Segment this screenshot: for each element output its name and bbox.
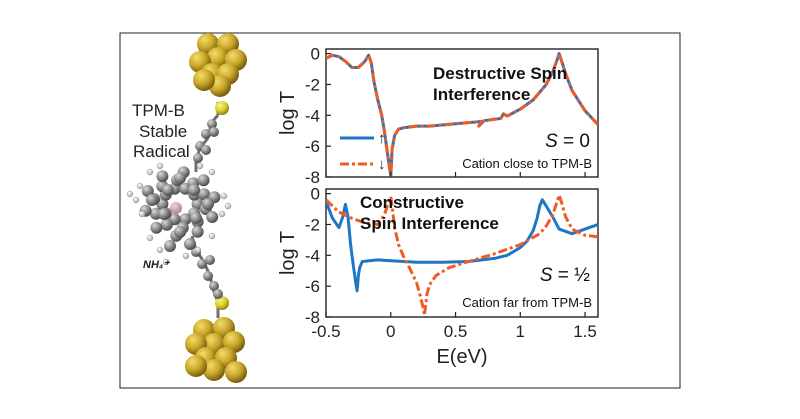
bottom-panel: 0 -2 -4 -6 -8-0.5 0 0.5 1 1.5 log T Constructive Sp… — [277, 185, 599, 341]
bottom-cation-note: Cation far from TPM-B — [462, 295, 592, 310]
hydrogen-atom-9 — [156, 162, 164, 170]
hydrogen-atom-2 — [138, 210, 146, 218]
top-y-axis-label: log T — [277, 91, 299, 135]
top-y-tick-label-2: -4 — [305, 106, 320, 125]
core-carbon-30 — [162, 184, 174, 196]
hydrogen-atom-14 — [224, 202, 232, 210]
core-carbon-38 — [164, 240, 176, 252]
core-carbon-39 — [184, 238, 196, 250]
top-chart-title-line-1: Destructive Spin — [433, 64, 567, 83]
top-legend-label-spin-up: ↑ — [378, 130, 386, 147]
sulfur-atom-top — [215, 101, 229, 115]
bottom-series-spin-up-line — [326, 198, 598, 293]
core-carbon-32 — [158, 208, 170, 220]
top-plot-frame — [325, 48, 599, 178]
top-chart-title-line-2: Interference — [433, 85, 530, 104]
core-carbon-11 — [150, 221, 163, 234]
bottom-y-tick-label-4: -8 — [305, 308, 320, 327]
top-legend-label-spin-down: ↓ — [378, 156, 386, 173]
core-carbon-2 — [206, 211, 219, 223]
bottom-spin-state-label: S = ½ — [540, 265, 590, 286]
molecule-label-line-1: TPM-B — [132, 101, 185, 120]
core-carbon-28 — [198, 188, 211, 201]
core-carbon-10 — [160, 218, 173, 231]
sulfur-atom-bottom — [215, 296, 229, 310]
hydrogen-atom-1 — [136, 182, 144, 190]
hydrogen-atom-8 — [208, 232, 216, 240]
core-carbon-20 — [156, 170, 169, 183]
linker-carbon-9 — [203, 271, 213, 281]
bottom-chart-title-line-1: Constructive — [360, 193, 464, 212]
hydrogen-atom-12 — [194, 246, 202, 254]
hydrogen-atom-6 — [208, 168, 216, 176]
linker-carbon-11 — [213, 289, 223, 299]
bottom-y-tick-label-2: -4 — [305, 246, 320, 265]
linker-carbon-10 — [209, 281, 219, 291]
top-series-group — [326, 52, 598, 177]
top-y-tick-label-1: -2 — [305, 75, 320, 94]
linker-carbon-7 — [197, 259, 207, 269]
bottom-y-axis-label: log T — [277, 231, 299, 275]
bottom-chart-title-line-2: Spin Interference — [360, 214, 499, 233]
top-series-spin-down-line — [326, 52, 598, 177]
gold-atom-bottom-9 — [185, 355, 207, 377]
core-carbon-5 — [191, 225, 204, 238]
bottom-x-tick-label-0: -0.5 — [311, 322, 340, 341]
bottom-y-tick-label-3: -6 — [305, 277, 320, 296]
core-carbon-31 — [188, 184, 200, 196]
hydrogen-atom-16 — [162, 258, 170, 266]
hydrogen-atom-4 — [218, 210, 226, 218]
top-spin-state-label: S = 0 — [545, 131, 590, 152]
bottom-y-tick-label-1: -2 — [305, 215, 320, 234]
gold-atom-bottom-8 — [225, 361, 247, 383]
bottom-x-tick-label-4: 1.5 — [573, 322, 597, 341]
bottom-plot-frame — [325, 188, 599, 318]
linker-carbon-2 — [209, 127, 219, 137]
bottom-series-group — [326, 193, 598, 317]
linker-carbon-0 — [207, 119, 217, 129]
top-y-tick-label-3: -6 — [305, 137, 320, 156]
top-cation-note: Cation close to TPM-B — [462, 156, 592, 171]
bottom-y-tick-label-0: 0 — [311, 185, 320, 204]
hydrogen-atom-0 — [132, 196, 140, 204]
ion-label: NH₄⁺ — [143, 259, 170, 271]
hydrogen-atom-5 — [146, 168, 154, 176]
bottom-x-tick-label-3: 1 — [516, 322, 525, 341]
core-carbon-33 — [190, 212, 202, 224]
top-panel: 0 -2 -4 -6 -8 log T Destructive Spin Interferen… — [277, 45, 599, 187]
figure-border — [119, 32, 681, 389]
core-carbon-36 — [146, 194, 158, 206]
central-atom — [170, 202, 182, 214]
hydrogen-atom-7 — [146, 234, 154, 242]
molecule-label-line-3: Radical — [133, 142, 190, 161]
gold-atom-bottom-7 — [203, 359, 225, 381]
hydrogen-atom-10 — [196, 162, 204, 170]
bottom-x-tick-label-2: 0.5 — [444, 322, 468, 341]
molecule-illustration — [126, 33, 247, 383]
hydrogen-atom-13 — [126, 190, 134, 198]
top-y-tick-label-0: 0 — [311, 45, 320, 64]
x-axis-label: E(eV) — [436, 346, 487, 368]
core-carbon-17 — [141, 185, 154, 197]
bottom-x-tick-label-1: 0 — [386, 322, 395, 341]
core-carbon-34 — [174, 172, 186, 184]
hydrogen-atom-15 — [182, 252, 190, 260]
hydrogen-atom-11 — [156, 246, 164, 254]
core-carbon-26 — [197, 174, 210, 187]
linker-carbon-8 — [205, 255, 215, 265]
linker-carbon-5 — [193, 153, 203, 163]
core-carbon-35 — [174, 226, 186, 238]
linker-carbon-1 — [201, 129, 211, 139]
bottom-series-spin-down-line — [326, 193, 598, 317]
top-y-tick-label-4: -8 — [305, 168, 320, 187]
molecule-label-line-2: Stable — [139, 122, 187, 141]
core-carbon-37 — [202, 198, 214, 210]
hydrogen-atom-3 — [220, 192, 228, 200]
linker-carbon-4 — [201, 145, 211, 155]
gold-atom-top-8 — [193, 69, 215, 91]
